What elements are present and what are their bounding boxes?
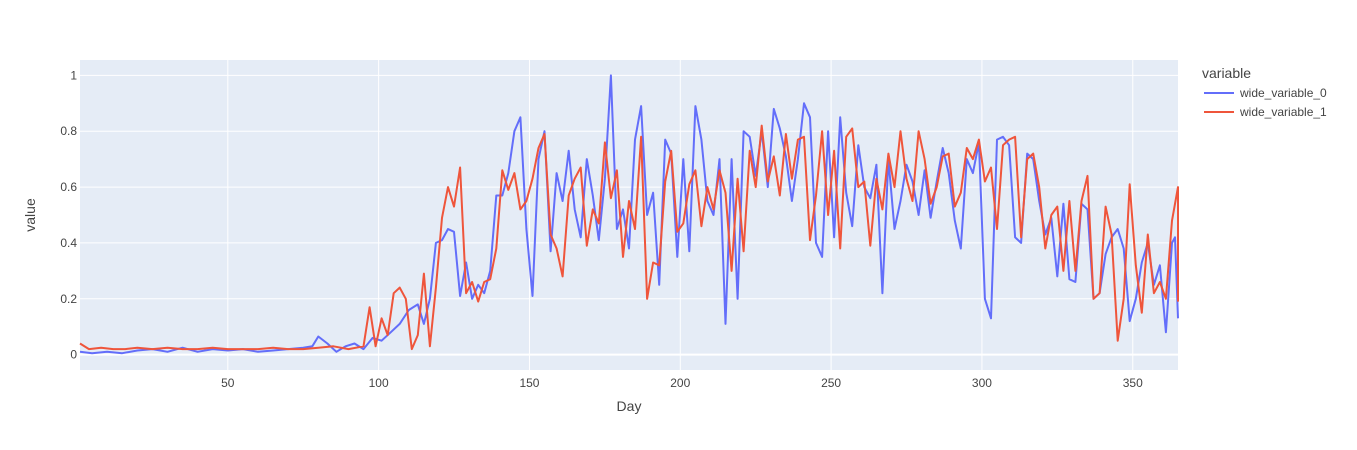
y-tick-label: 0.8	[60, 124, 77, 138]
x-tick-label: 300	[972, 376, 992, 390]
y-tick-label: 1	[70, 68, 77, 82]
tick-labels: 50 100 150 200 250 300 350 0 0.2 0.4 0.6 0.8 1	[60, 68, 1143, 390]
y-axis-title: value	[22, 198, 38, 232]
series-line-wide_variable_1[interactable]	[79, 124, 1179, 351]
series-lines	[79, 74, 1179, 355]
legend: variable wide_variable_0 wide_variable_1	[1202, 65, 1327, 119]
x-tick-label: 250	[821, 376, 841, 390]
x-tick-label: 150	[519, 376, 539, 390]
legend-items: wide_variable_0 wide_variable_1	[1204, 86, 1327, 119]
y-tick-label: 0.6	[60, 180, 77, 194]
legend-label: wide_variable_0	[1239, 86, 1327, 100]
x-tick-label: 200	[670, 376, 690, 390]
legend-item-wide_variable_0[interactable]: wide_variable_0	[1204, 86, 1327, 100]
x-tick-label: 350	[1123, 376, 1143, 390]
legend-label: wide_variable_1	[1239, 105, 1327, 119]
x-tick-label: 100	[369, 376, 389, 390]
x-tick-label: 50	[221, 376, 235, 390]
x-axis-title: Day	[617, 398, 642, 414]
legend-item-wide_variable_1[interactable]: wide_variable_1	[1204, 105, 1327, 119]
y-tick-label: 0.4	[60, 236, 77, 250]
legend-title: variable	[1202, 65, 1251, 81]
y-tick-label: 0.2	[60, 292, 77, 306]
y-tick-label: 0	[70, 348, 77, 362]
